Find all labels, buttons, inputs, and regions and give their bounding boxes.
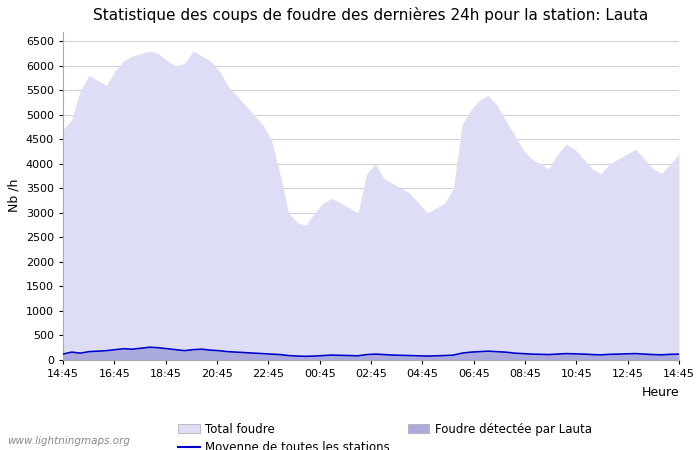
Y-axis label: Nb /h: Nb /h: [7, 179, 20, 212]
Text: www.lightningmaps.org: www.lightningmaps.org: [7, 436, 130, 446]
Title: Statistique des coups de foudre des dernières 24h pour la station: Lauta: Statistique des coups de foudre des dern…: [93, 7, 649, 23]
X-axis label: Heure: Heure: [641, 386, 679, 399]
Legend: Total foudre, Moyenne de toutes les stations, Foudre détectée par Lauta: Total foudre, Moyenne de toutes les stat…: [174, 418, 597, 450]
